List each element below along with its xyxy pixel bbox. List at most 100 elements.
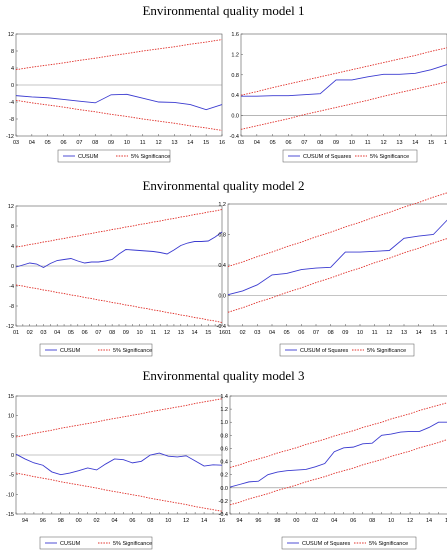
y-tick-label: 8 bbox=[11, 49, 14, 55]
y-tick-label: -10 bbox=[6, 492, 14, 498]
x-tick-label: 98 bbox=[58, 518, 64, 524]
legend-significance-label: 5% Significance bbox=[370, 154, 409, 160]
x-tick-label: 07 bbox=[95, 330, 101, 336]
y-tick-label: 4 bbox=[11, 66, 14, 72]
cusum-line bbox=[229, 421, 447, 488]
y-tick-label: -4 bbox=[9, 100, 14, 106]
cusum-line bbox=[15, 231, 223, 269]
legend-cusum-label: CUSUM of Squares bbox=[303, 154, 352, 160]
x-tick-label: 01 bbox=[13, 330, 19, 336]
y-tick-label: 0.8 bbox=[218, 233, 226, 239]
x-tick-label: 14 bbox=[201, 518, 207, 524]
x-tick-label: 13 bbox=[178, 330, 184, 336]
legend-significance-label: 5% Significance bbox=[113, 348, 152, 354]
x-tick-label: 02 bbox=[240, 330, 246, 336]
x-tick-label: 05 bbox=[45, 140, 51, 146]
y-tick-label: 0.0 bbox=[218, 294, 226, 300]
x-tick-label: 00 bbox=[76, 518, 82, 524]
y-tick-label: 0.0 bbox=[220, 486, 228, 492]
model-1-title: Environmental quality model 1 bbox=[142, 3, 305, 18]
x-tick-label: 04 bbox=[29, 140, 35, 146]
y-tick-label: 12 bbox=[8, 204, 14, 210]
y-tick-label: 0.0 bbox=[231, 114, 239, 120]
x-tick-label: 11 bbox=[365, 140, 371, 146]
x-tick-label: 08 bbox=[317, 140, 323, 146]
x-tick-label: 08 bbox=[109, 330, 115, 336]
x-tick-label: 16 bbox=[219, 140, 225, 146]
y-tick-label: 0.4 bbox=[220, 460, 228, 466]
x-tick-label: 15 bbox=[428, 140, 434, 146]
x-tick-label: 04 bbox=[331, 518, 337, 524]
significance-upper-line bbox=[15, 398, 223, 438]
y-tick-label: -12 bbox=[6, 134, 14, 140]
cusum-line bbox=[241, 64, 447, 97]
x-tick-label: 04 bbox=[269, 330, 275, 336]
x-tick-label: 04 bbox=[254, 140, 260, 146]
model-1-cusum-squares-chart: -0.4 0.0 0.4 0.8 1.2 1.6 03 04 05 06 07 08 09 10 11 12 1… bbox=[230, 32, 447, 163]
x-tick-label: 08 bbox=[369, 518, 375, 524]
y-tick-label: -12 bbox=[6, 324, 14, 330]
x-tick-label: 94 bbox=[22, 518, 28, 524]
x-tick-label: 15 bbox=[203, 140, 209, 146]
model-3-cusum-chart: -15 -10 -5 0 5 10 15 94 96 98 00 02 04 06 08 10 12 14 16 CU… bbox=[6, 394, 225, 550]
significance-upper-line bbox=[15, 39, 223, 71]
legend-box bbox=[282, 149, 418, 163]
x-tick-label: 98 bbox=[274, 518, 280, 524]
x-tick-label: 10 bbox=[137, 330, 143, 336]
legend-box bbox=[39, 536, 153, 550]
x-tick-label: 07 bbox=[301, 140, 307, 146]
y-tick-label: 0.4 bbox=[231, 93, 239, 99]
x-tick-label: 10 bbox=[165, 518, 171, 524]
x-tick-label: 02 bbox=[27, 330, 33, 336]
x-tick-label: 12 bbox=[164, 330, 170, 336]
cusum-line bbox=[15, 93, 223, 111]
y-tick-label: -0.4 bbox=[217, 324, 226, 330]
cusum-line bbox=[15, 452, 223, 476]
y-tick-label: 0 bbox=[11, 264, 14, 270]
x-tick-label: 05 bbox=[284, 330, 290, 336]
x-tick-label: 14 bbox=[426, 518, 432, 524]
legend-significance-label: 5% Significance bbox=[367, 348, 406, 354]
x-tick-label: 10 bbox=[124, 140, 130, 146]
y-tick-label: -8 bbox=[9, 304, 14, 310]
legend-cusum-label: CUSUM of Squares bbox=[302, 541, 351, 547]
x-tick-label: 11 bbox=[150, 330, 156, 336]
x-tick-label: 06 bbox=[285, 140, 291, 146]
y-tick-label: -0.4 bbox=[219, 512, 228, 518]
y-tick-label: -15 bbox=[6, 512, 14, 518]
x-tick-label: 14 bbox=[416, 330, 422, 336]
legend-box bbox=[279, 343, 415, 357]
legend-cusum-label: CUSUM bbox=[78, 154, 99, 160]
x-tick-label: 96 bbox=[40, 518, 46, 524]
significance-upper-line bbox=[229, 402, 447, 468]
y-tick-label: -5 bbox=[9, 473, 14, 479]
y-tick-label: 10 bbox=[8, 414, 14, 420]
x-tick-label: 08 bbox=[147, 518, 153, 524]
x-tick-label: 04 bbox=[111, 518, 117, 524]
y-tick-label: 12 bbox=[8, 32, 14, 38]
x-tick-label: 12 bbox=[183, 518, 189, 524]
y-tick-label: 5 bbox=[11, 433, 14, 439]
model-2-title: Environmental quality model 2 bbox=[142, 178, 305, 193]
significance-upper-line bbox=[227, 192, 447, 267]
x-tick-label: 10 bbox=[349, 140, 355, 146]
x-tick-label: 96 bbox=[255, 518, 261, 524]
y-tick-label: 1.2 bbox=[218, 202, 226, 208]
cusum-line bbox=[227, 219, 447, 296]
legend-cusum-label: CUSUM bbox=[60, 348, 81, 354]
x-tick-label: 02 bbox=[94, 518, 100, 524]
y-tick-label: 15 bbox=[8, 394, 14, 400]
y-tick-label: 8 bbox=[11, 224, 14, 230]
y-tick-label: 0 bbox=[11, 453, 14, 459]
x-tick-label: 09 bbox=[123, 330, 129, 336]
x-tick-label: 03 bbox=[238, 140, 244, 146]
significance-upper-line bbox=[15, 209, 223, 248]
x-tick-label: 09 bbox=[108, 140, 114, 146]
y-tick-label: 4 bbox=[11, 244, 14, 250]
y-tick-label: -8 bbox=[9, 117, 14, 123]
significance-lower-line bbox=[229, 439, 447, 506]
x-tick-label: 03 bbox=[40, 330, 46, 336]
model-3-title: Environmental quality model 3 bbox=[142, 368, 305, 383]
